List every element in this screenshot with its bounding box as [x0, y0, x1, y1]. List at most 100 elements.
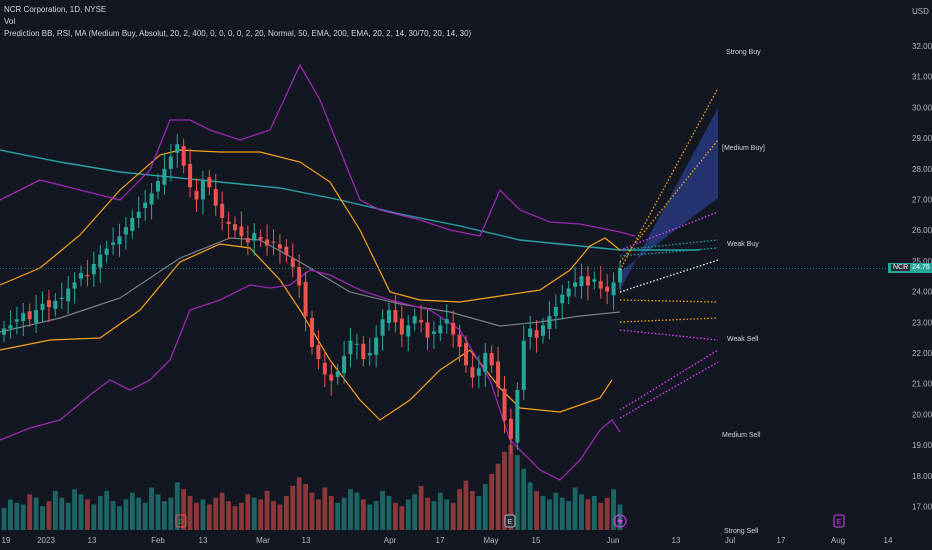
candle-body — [380, 319, 385, 336]
candle-body — [444, 319, 449, 324]
price-tick-label: 30.00 — [912, 103, 932, 112]
time-tick-label: Apr — [384, 536, 397, 545]
volume-indicator-label[interactable]: Vol — [4, 17, 16, 26]
volume-bar — [457, 489, 462, 530]
candle-body — [2, 328, 6, 335]
candle-body — [592, 279, 597, 282]
volume-bar — [97, 496, 103, 530]
volume-bar — [572, 487, 578, 530]
prediction-indicator-label[interactable]: Prediction BB, RSI, MA (Medium Buy, Abso… — [4, 29, 472, 38]
candle-body — [457, 334, 462, 347]
symbol-title[interactable]: NCR Corporation, 1D, NYSE — [4, 5, 107, 14]
price-tick-label: 28.00 — [912, 165, 932, 174]
candle-body — [194, 190, 199, 200]
volume-bar — [155, 494, 161, 530]
ema-200-line — [0, 149, 700, 251]
volume-bar — [303, 484, 308, 530]
volume-bar — [20, 504, 26, 530]
candle-body — [46, 300, 51, 307]
volume-bar — [283, 496, 289, 530]
volume-bar — [168, 497, 174, 530]
candle-body — [464, 343, 468, 366]
volume-bar — [476, 496, 482, 530]
candle-body — [470, 367, 475, 378]
price-tick-label: 23.00 — [912, 318, 932, 327]
candle-body — [451, 322, 456, 335]
candle-body — [399, 318, 404, 335]
volume-bar — [200, 499, 206, 530]
projection-line — [619, 139, 719, 263]
zone-medium-buy-label: [Medium Buy] — [722, 145, 765, 152]
volume-bar — [412, 494, 418, 530]
volume-bar — [463, 480, 469, 530]
volume-bar — [604, 497, 610, 530]
time-tick-label: 14 — [884, 536, 893, 545]
volume-bar — [1, 507, 7, 530]
volume-bar — [271, 501, 276, 530]
prediction-zones — [620, 108, 718, 290]
candle-body — [213, 189, 218, 206]
lightning-icon[interactable] — [613, 514, 627, 528]
candle-body — [374, 337, 379, 355]
candle-body — [156, 181, 160, 192]
candle-body — [598, 281, 603, 289]
candle-body — [175, 144, 180, 153]
candle-body — [258, 236, 263, 240]
price-tick-label: 22.00 — [912, 349, 932, 358]
earnings-marker[interactable]: E — [504, 514, 516, 528]
volume-bar — [27, 494, 33, 530]
volume-bar — [46, 501, 52, 530]
prediction-cone — [620, 108, 718, 290]
volume-bar — [470, 490, 475, 530]
candle-body — [188, 163, 193, 188]
volume-bar — [527, 482, 533, 530]
dividend-marker[interactable]: D — [175, 514, 187, 528]
volume-bar — [425, 497, 430, 530]
candle-body — [316, 345, 321, 360]
last-price-tag[interactable]: NCR 24.76 — [888, 263, 932, 273]
projection-line — [619, 361, 719, 419]
volume-bar — [264, 490, 270, 530]
candle-body — [579, 276, 584, 287]
time-tick-label: 13 — [302, 536, 311, 545]
price-tick-label: 27.00 — [912, 196, 932, 205]
upcoming-earnings-marker[interactable]: E — [833, 514, 845, 528]
volume-bar — [579, 494, 584, 530]
time-tick-label: Mar — [256, 536, 270, 545]
candle-body — [605, 286, 610, 292]
volume-bar — [322, 487, 328, 530]
currency-label: USD — [912, 7, 929, 16]
candle-body — [412, 316, 417, 324]
volume-bar — [489, 473, 495, 530]
zone-weak-buy-label: Weak Buy — [727, 241, 759, 248]
candle-body — [72, 282, 77, 289]
volume-bar — [553, 492, 559, 530]
volume-bar — [316, 499, 321, 530]
volume-bar — [611, 489, 616, 530]
candle-body — [515, 389, 520, 443]
candle-body — [59, 297, 64, 299]
price-axis[interactable]: USD 32.00 31.00 30.00 29.00 28.00 27.00 26.00 2… — [912, 7, 932, 512]
candle-body — [79, 273, 83, 279]
time-axis[interactable]: 19 2023 13 Feb 13 Mar 13 Apr 17 May 15 Jun 13 Jul 17 Au… — [2, 536, 893, 545]
candle-body — [27, 311, 32, 320]
projection-line — [619, 259, 719, 293]
volume-bar — [367, 504, 373, 530]
price-tick-label: 17.00 — [912, 503, 932, 512]
candle-body — [239, 226, 244, 237]
volume-bar — [174, 482, 180, 530]
time-tick-label: May — [483, 536, 498, 545]
price-tick-label: 26.00 — [912, 226, 932, 235]
candle-body — [207, 177, 212, 188]
candle-body — [406, 325, 411, 337]
volume-bar — [328, 496, 334, 530]
volume-bar — [110, 501, 116, 530]
candle-body — [483, 353, 488, 373]
candle-body — [130, 217, 135, 231]
candle-body — [361, 343, 366, 360]
candle-body — [585, 276, 590, 286]
last-price-symbol: NCR — [891, 264, 911, 271]
volume-bar — [277, 504, 283, 530]
volume-bar — [239, 502, 244, 530]
